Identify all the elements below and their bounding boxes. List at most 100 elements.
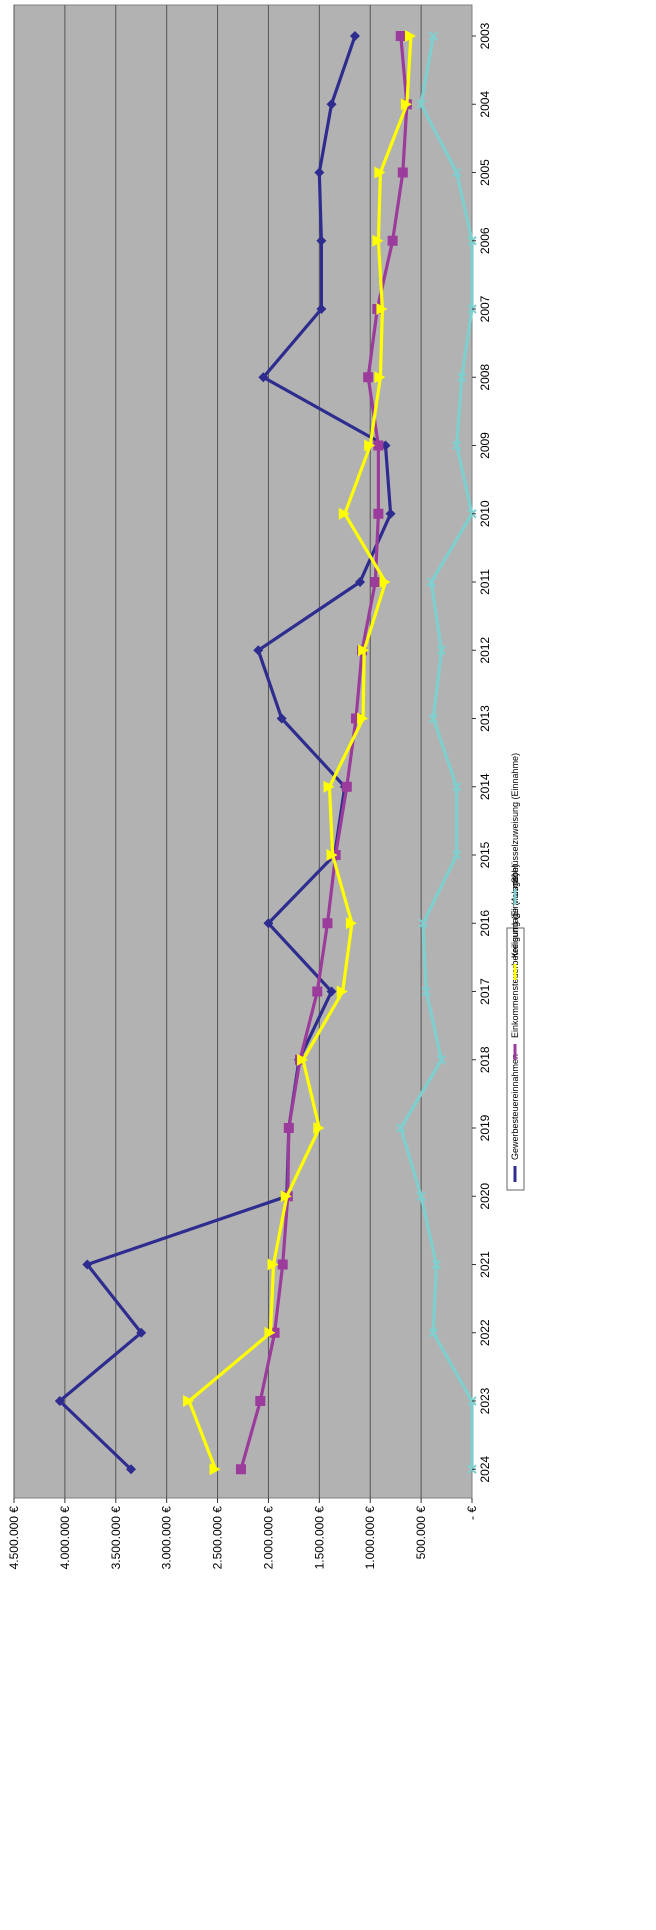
data-point-3-18 (431, 1259, 442, 1270)
data-point-0-1 (326, 99, 337, 110)
data-point-1-21 (235, 1464, 246, 1475)
plot-background (13, 4, 473, 1499)
y-tick-label-5: 2.500.000 € (211, 1506, 225, 1570)
x-tick-label-20: 2023 (478, 1387, 492, 1414)
x-tick-label-7: 2010 (478, 500, 492, 527)
x-tick-label-16: 2019 (478, 1114, 492, 1141)
data-point-3-12 (452, 850, 462, 860)
plot-area (13, 4, 477, 1499)
data-point-3-9 (436, 645, 447, 655)
data-point-2-21 (209, 1463, 221, 1476)
data-point-2-15 (297, 1053, 309, 1066)
data-point-3-15 (436, 1055, 447, 1065)
data-point-0-0 (349, 31, 360, 41)
data-point-2-18 (267, 1258, 279, 1271)
data-point-1-20 (255, 1396, 266, 1406)
data-point-2-16 (313, 1122, 325, 1134)
x-tick-label-19: 2022 (478, 1319, 492, 1346)
legend-label-1: Einkommensteuerbeteiligung (Einnahme) (510, 873, 520, 1038)
x-tick-label-1: 2004 (478, 91, 492, 118)
x-tick-label-15: 2018 (478, 1046, 492, 1073)
data-point-2-7 (338, 507, 350, 520)
data-point-2-12 (326, 849, 338, 861)
y-tick-label-0: - € (465, 1506, 479, 1520)
data-point-0-7 (385, 508, 396, 519)
data-point-0-13 (263, 918, 274, 929)
data-point-0-18 (82, 1259, 93, 1270)
series-line-0 (58, 35, 393, 1471)
data-point-1-14 (312, 986, 323, 997)
data-point-1-13 (322, 918, 333, 929)
data-point-0-10 (276, 713, 287, 724)
data-point-0-9 (253, 645, 264, 656)
legend: Gewerbesteuereinnahmen Einkommensteuerbet… (506, 753, 525, 1191)
data-point-0-2 (314, 167, 325, 178)
x-tick-label-21: 2024 (478, 1456, 492, 1483)
data-point-3-5 (457, 372, 467, 382)
data-point-0-5 (258, 372, 269, 383)
x-axis-ticks: 2003 2004 2005 2006 2007 2008 2009 2010 2011 2012… (472, 22, 492, 1483)
x-tick-label-8: 2011 (478, 569, 492, 595)
data-point-1-7 (373, 508, 384, 519)
x-tick-label-10: 2013 (478, 705, 492, 732)
data-point-0-21 (126, 1464, 137, 1475)
legend-label-2: Kreisumlage (Ausgabe) (510, 864, 520, 958)
data-point-3-14 (421, 986, 431, 997)
data-point-3-10 (428, 713, 439, 724)
legend-label-3: Schlüsselzuweisung (Einnahme) (510, 753, 520, 883)
data-point-1-6 (373, 440, 384, 451)
series-3 (396, 31, 477, 1474)
x-tick-label-12: 2015 (478, 841, 492, 868)
x-tick-label-18: 2021 (478, 1251, 492, 1278)
data-point-2-4 (376, 303, 388, 315)
data-point-2-10 (357, 712, 369, 725)
data-point-3-2 (452, 167, 462, 178)
data-point-0-8 (355, 577, 366, 587)
data-point-2-13 (345, 917, 357, 930)
data-point-2-5 (374, 371, 386, 384)
y-tick-label-3: 1.500.000 € (312, 1506, 326, 1570)
data-point-1-3 (387, 235, 398, 246)
data-point-1-10 (350, 713, 361, 724)
data-point-1-2 (397, 167, 408, 178)
data-point-2-20 (183, 1395, 195, 1407)
y-tick-label-1: 500.000 € (414, 1506, 428, 1560)
x-tick-label-13: 2016 (478, 910, 492, 937)
y-tick-label-2: 1.000.000 € (363, 1506, 377, 1570)
data-point-2-2 (374, 166, 386, 179)
data-point-0-14 (326, 986, 337, 997)
y-tick-label-6: 3.000.000 € (160, 1506, 174, 1570)
data-point-2-0 (404, 30, 416, 42)
data-point-3-19 (428, 1328, 439, 1338)
data-point-3-11 (452, 782, 462, 792)
series-line-3 (399, 35, 474, 1470)
x-tick-label-4: 2007 (478, 295, 492, 322)
x-tick-label-11: 2014 (478, 773, 492, 800)
y-tick-label-4: 2.000.000 € (261, 1506, 275, 1570)
data-point-0-4 (316, 304, 327, 314)
data-point-3-16 (396, 1123, 406, 1133)
data-point-0-19 (136, 1327, 147, 1338)
data-point-1-16 (283, 1123, 294, 1133)
y-tick-label-9: 4.500.000 € (7, 1506, 21, 1570)
y-axis-ticks: - € 500.000 € 1.000.000 € 1.500.000 € 2.000.… (7, 1498, 479, 1569)
x-tick-label-17: 2020 (478, 1183, 492, 1210)
data-point-0-3 (316, 235, 327, 246)
data-point-2-8 (379, 576, 391, 588)
y-tick-label-8: 4.000.000 € (58, 1506, 72, 1570)
data-point-1-18 (277, 1259, 288, 1270)
data-point-2-9 (358, 644, 370, 657)
series-line-2 (187, 35, 413, 1470)
data-point-2-14 (336, 985, 348, 998)
x-tick-label-5: 2008 (478, 364, 492, 391)
data-point-1-0 (395, 31, 406, 41)
x-tick-label-9: 2012 (478, 637, 492, 664)
x-tick-label-14: 2017 (478, 978, 492, 1005)
data-point-2-19 (264, 1326, 276, 1339)
legend-label-0: Gewerbesteuereinnahmen (510, 1054, 520, 1160)
x-tick-label-3: 2006 (478, 227, 492, 254)
x-tick-label-2: 2005 (478, 159, 492, 186)
data-point-3-1 (416, 99, 426, 109)
data-point-3-0 (428, 31, 439, 41)
